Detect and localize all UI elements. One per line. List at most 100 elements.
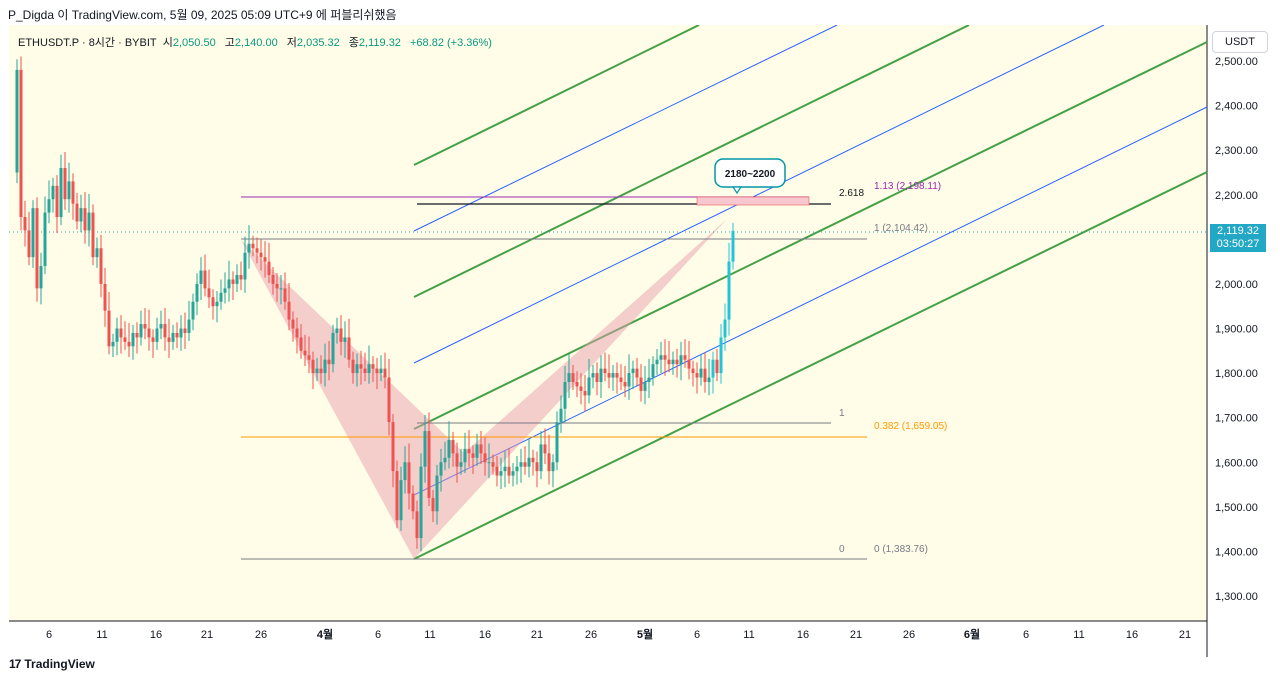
candle-down	[451, 439, 455, 454]
candle-down	[319, 368, 323, 374]
price-tick-label: 2,300.00	[1215, 145, 1258, 157]
candle-down	[359, 364, 363, 369]
candle-down	[383, 368, 387, 378]
channel-line	[413, 24, 970, 298]
candle-up	[215, 301, 219, 307]
candle-down	[575, 382, 579, 387]
candle-down	[339, 328, 343, 342]
candle-up	[379, 368, 383, 374]
currency-unit-button[interactable]: USDT	[1212, 31, 1268, 53]
high-value: 2,140.00	[234, 37, 278, 49]
candle-up	[711, 359, 715, 378]
candle-up	[247, 243, 251, 253]
open-label: 시	[162, 37, 173, 49]
price-tick-label: 2,400.00	[1215, 101, 1258, 113]
candle-down	[583, 390, 587, 396]
candle-up	[67, 181, 71, 200]
time-tick-label: 21	[531, 629, 543, 641]
price-tick-label: 2,000.00	[1215, 279, 1258, 291]
close-value: 2,119.32	[358, 37, 401, 49]
candles	[15, 56, 735, 552]
candle-down	[363, 368, 367, 374]
candle-up	[199, 270, 203, 284]
candle-up	[419, 466, 423, 539]
plot-background	[9, 25, 1207, 621]
candle-down	[491, 462, 495, 467]
candle-down	[55, 185, 59, 218]
candle-up	[195, 283, 199, 302]
candle-up	[511, 471, 515, 476]
candle-up	[403, 462, 407, 481]
candle-up	[551, 462, 555, 472]
candle-up	[235, 275, 239, 284]
candle-up	[719, 337, 723, 374]
channel-line	[413, 24, 700, 166]
candle-up	[503, 466, 507, 472]
candle-down	[263, 257, 267, 262]
candle-down	[547, 453, 551, 472]
pattern-leg-bcd	[414, 219, 727, 559]
candle-down	[283, 288, 287, 302]
price-chart[interactable]: 2180~2200 2.618 1.13 (2,198.11) 1 (2,104…	[9, 24, 1280, 657]
candle-down	[211, 297, 215, 307]
countdown-value: 03:50:27	[1216, 238, 1260, 250]
candle-down	[571, 373, 575, 382]
candle-down	[391, 422, 395, 472]
candle-up	[39, 266, 43, 289]
candle-up	[15, 69, 19, 173]
pitchfork-channel	[413, 24, 1208, 560]
candle-up	[367, 364, 371, 374]
candle-down	[495, 466, 499, 476]
price-tick-label: 1,900.00	[1215, 324, 1258, 336]
candle-down	[467, 448, 471, 454]
candle-down	[415, 511, 419, 539]
time-tick-label: 26	[903, 629, 915, 641]
channel-line	[413, 106, 1208, 496]
candle-up	[187, 319, 191, 333]
candle-down	[531, 457, 535, 463]
candle-up	[679, 355, 683, 365]
target-callout[interactable]: 2180~2200	[714, 158, 786, 195]
candle-down	[715, 359, 719, 374]
candle-down	[83, 208, 87, 231]
candle-up	[731, 230, 735, 262]
time-tick-label: 26	[585, 629, 597, 641]
channel-line	[413, 171, 1208, 560]
candle-down	[147, 328, 151, 338]
candle-down	[91, 212, 95, 258]
candle-down	[371, 364, 375, 369]
candle-up	[463, 448, 467, 463]
candle-down	[351, 359, 355, 374]
time-tick-label: 4월	[317, 627, 333, 641]
candle-down	[607, 373, 611, 378]
candle-down	[579, 386, 583, 391]
time-tick-label: 11	[743, 629, 754, 641]
tradingview-logo[interactable]: 17 TradingView	[9, 657, 95, 671]
candle-down	[103, 283, 107, 311]
candle-down	[143, 324, 147, 329]
candle-down	[683, 355, 687, 360]
time-tick-label: 21	[850, 629, 862, 641]
brand-name: TradingView	[24, 657, 95, 671]
candle-down	[623, 382, 627, 387]
chart-area[interactable]: 2180~2200 2.618 1.13 (2,198.11) 1 (2,104…	[9, 24, 1280, 657]
callout-text: 2180~2200	[725, 169, 776, 180]
change-value: +68.82 (+3.36%)	[410, 37, 492, 49]
point-label-1: 1	[839, 408, 845, 419]
candle-down	[183, 328, 187, 333]
candle-down	[471, 453, 475, 458]
candle-up	[655, 359, 659, 365]
candle-down	[75, 203, 79, 222]
candle-up	[219, 292, 223, 302]
candle-down	[703, 368, 707, 382]
time-tick-label: 16	[1126, 629, 1138, 641]
candle-down	[667, 359, 671, 365]
candle-up	[155, 328, 159, 342]
candle-up	[439, 462, 443, 476]
candle-down	[635, 368, 639, 378]
channel-line	[413, 41, 1208, 430]
candle-down	[375, 368, 379, 374]
time-axis-ticks: 6 11 16 21 26 4월 6 11 16 21 26 5월 6 11 16 21 26 6월 6 11 16 21	[46, 627, 1191, 641]
candle-up	[279, 288, 283, 290]
price-tick-label: 1,800.00	[1215, 368, 1258, 380]
